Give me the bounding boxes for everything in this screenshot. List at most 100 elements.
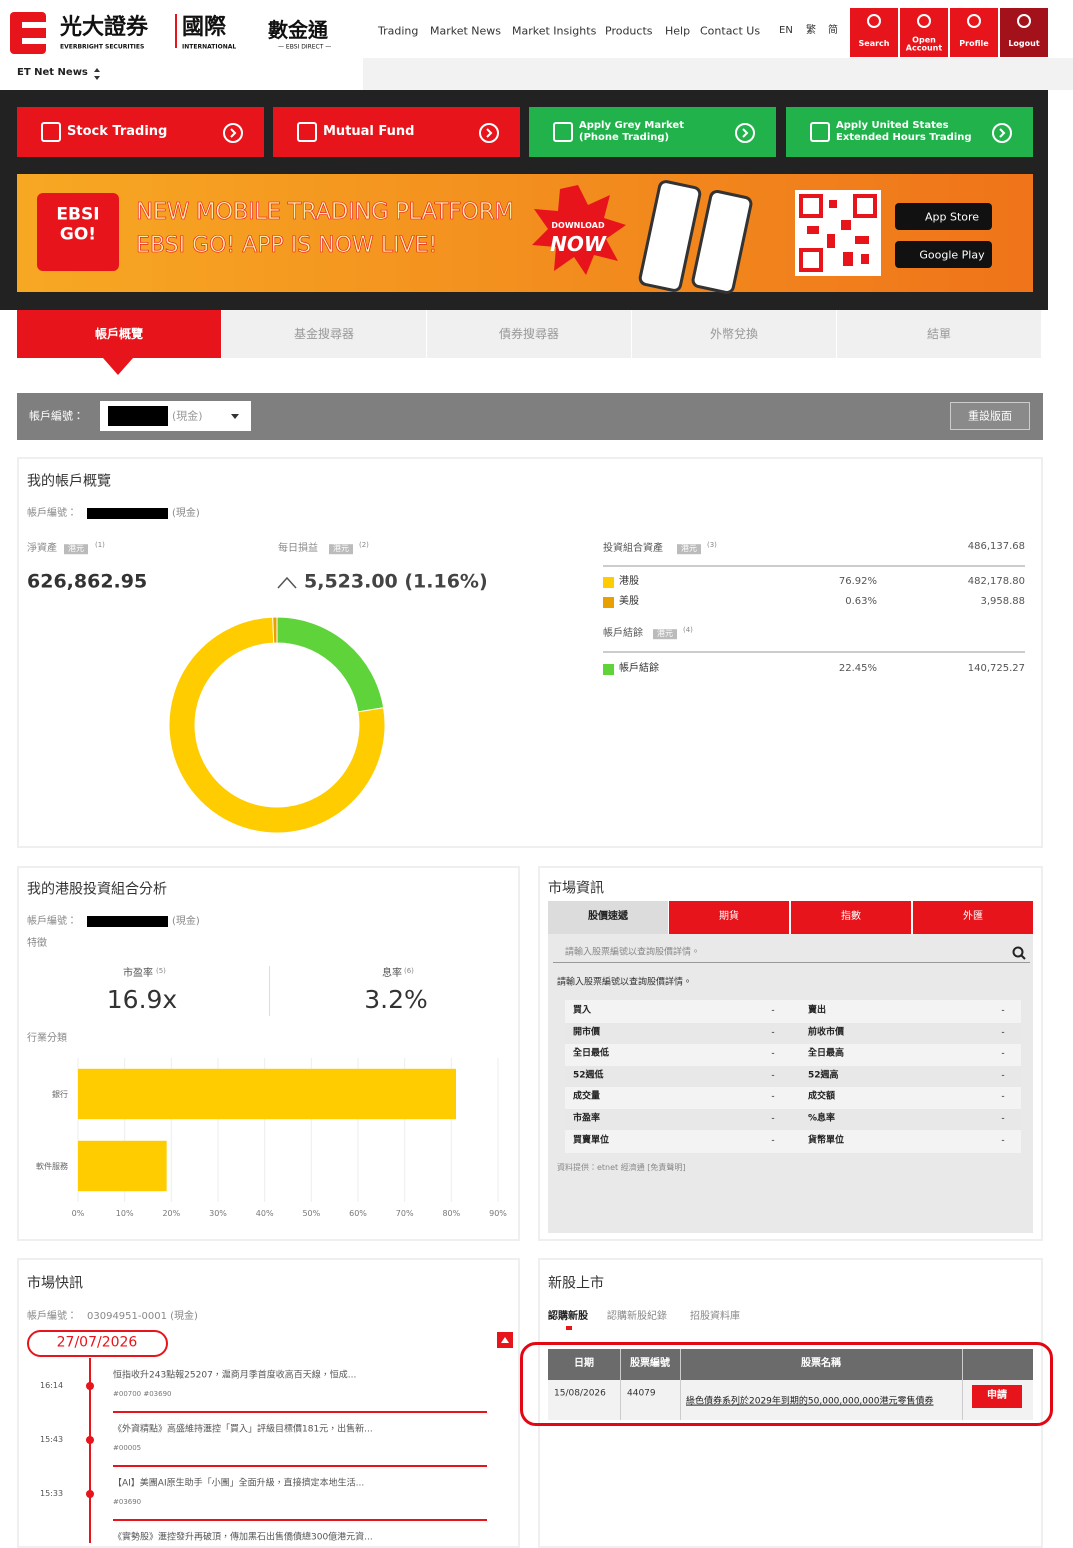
date-pill[interactable] [27,1330,168,1357]
divider [603,651,1025,653]
search-input[interactable]: 請輸入股票編號以查詢股價詳情。 [565,947,701,958]
quote-row-stripe [565,1109,1021,1130]
nav-link[interactable]: Products [605,24,653,38]
yield-value: 3.2% [364,985,428,1014]
market-tab-label[interactable]: 指數 [841,911,861,922]
banner-logo-box [37,193,119,271]
quick-link-button[interactable] [529,107,776,157]
pointer [103,358,133,375]
nav-link[interactable]: Trading [378,24,419,38]
tab-label[interactable]: 帳戶概覽 [94,326,144,341]
dropdown-arrow [94,68,100,80]
news-headline[interactable]: 【AI】美團AI原生助手「小團」全面升級，直接擠定本地生活... [113,1478,365,1489]
nav-link[interactable]: Market Insights [512,24,597,38]
metric-label: 息率 [382,968,402,979]
quick-link-label[interactable]: Apply Grey Market (Phone Trading) [579,120,684,143]
tab-label[interactable]: 結單 [926,326,952,341]
section-label: 行業分類 [27,1033,67,1044]
news-headline[interactable]: 《外資精點》高盛維持滙控「買入」評級目標價181元，出售新... [113,1424,373,1435]
store-label[interactable]: Google Play [919,248,985,262]
x-tick-label: 30% [209,1209,227,1218]
quick-link-label[interactable]: Apply United States Extended Hours Tradi… [836,120,972,143]
x-tick-label: 50% [302,1209,320,1218]
tab[interactable] [427,310,631,358]
account-type: (現金) [172,916,200,927]
language-link[interactable]: 简 [828,25,838,36]
arrow-circle [223,123,243,143]
apply-label[interactable]: 申請 [987,1390,1007,1401]
quote-value: - [1001,1135,1005,1146]
action-label[interactable]: Logout [1008,39,1040,49]
quick-link-label[interactable]: Stock Trading [67,124,168,140]
news-codes[interactable]: #00005 [113,1443,142,1452]
search-icon[interactable] [1012,946,1026,960]
language-link[interactable]: 繁 [806,25,816,36]
nav-link[interactable]: Market News [430,24,502,38]
legend-swatch [603,597,614,608]
tab[interactable] [17,310,221,358]
ipo-table-header [548,1349,1033,1380]
market-tab-label[interactable]: 期貨 [719,911,739,922]
reset-layout-label[interactable]: 重設版面 [968,409,1012,423]
market-tab-label[interactable]: 股價速遞 [588,911,628,922]
reset-layout-button[interactable] [950,402,1030,430]
news-headline[interactable]: 《實勢股》滙控發升再破頂，傳加黑石出售僑債總300億港元資... [113,1532,373,1543]
ipo-tab[interactable]: 認購新股紀錄 [607,1311,667,1322]
ipo-tab[interactable]: 認購新股 [548,1311,588,1322]
news-codes[interactable]: #03690 [113,1497,142,1506]
nav-link[interactable]: Contact Us [700,24,761,38]
news-headline[interactable]: 恒指收升243點報25207，滬商月季首度收高百天線，恒成... [113,1370,357,1381]
app-store-badge[interactable] [895,203,992,230]
quote-value: - [1001,1113,1005,1124]
store-label[interactable]: App Store [924,210,980,224]
market-tab[interactable] [548,901,668,934]
card-title: 我的港股投資組合分析 [27,881,167,898]
quick-link-button[interactable] [17,107,264,157]
tab-label[interactable]: 基金搜尋器 [293,326,355,341]
masked-account [87,916,168,927]
news-source-select[interactable]: ET Net News [17,67,88,78]
quick-link-button[interactable] [273,107,520,157]
tab-label[interactable]: 債券搜尋器 [498,326,560,341]
logo-text: 國際 [182,14,227,40]
quick-link-icon [553,122,573,142]
market-tab[interactable] [791,901,911,934]
arrow-chevron [486,128,493,138]
quote-label: 成交量 [573,1091,601,1102]
currency-badge: 港元 [64,544,88,554]
news-date[interactable]: 27/07/2026 [56,1334,138,1351]
quick-link-label[interactable]: Mutual Fund [323,124,415,140]
market-tab[interactable] [913,901,1033,934]
arrow-circle [992,123,1012,143]
action-label[interactable]: Profile [959,39,989,49]
legend-label: 港股 [619,576,639,587]
x-tick-label: 10% [116,1209,134,1218]
donut-chart [168,616,386,834]
header-strip [363,58,1073,90]
news-codes[interactable]: #00700 #03690 [113,1389,172,1398]
ipo-date: 15/08/2026 [554,1388,606,1399]
tab[interactable] [222,310,426,358]
google-play-badge[interactable] [895,241,992,268]
account-label: 帳戶編號： [27,508,77,519]
logo-text: 光大證券 [60,14,149,40]
account-label: 帳戶編號： [27,1311,77,1322]
quick-link-button[interactable] [786,107,1033,157]
tab[interactable] [632,310,836,358]
apply-button[interactable] [972,1385,1022,1408]
footnote-marker: (3) [707,540,717,549]
scroll-up-icon[interactable] [497,1332,513,1348]
quote-label: 賣出 [808,1005,827,1016]
action-label[interactable]: Search [858,39,890,49]
news-time: 15:33 [40,1489,64,1499]
action-label[interactable]: Open Account [905,35,943,52]
market-tab[interactable] [669,901,789,934]
nav-link[interactable]: Help [665,24,691,38]
ipo-tab[interactable]: 招股資料庫 [690,1311,740,1322]
tab-label[interactable]: 外幣兌換 [709,326,759,341]
news-separator [113,1411,487,1413]
market-tab-label[interactable]: 外匯 [963,911,983,922]
ipo-name[interactable]: 綠色債券系列於2029年到期的50,000,000,000港元零售債券 [686,1396,934,1407]
tab[interactable] [837,310,1041,358]
language-link[interactable]: EN [779,25,793,36]
